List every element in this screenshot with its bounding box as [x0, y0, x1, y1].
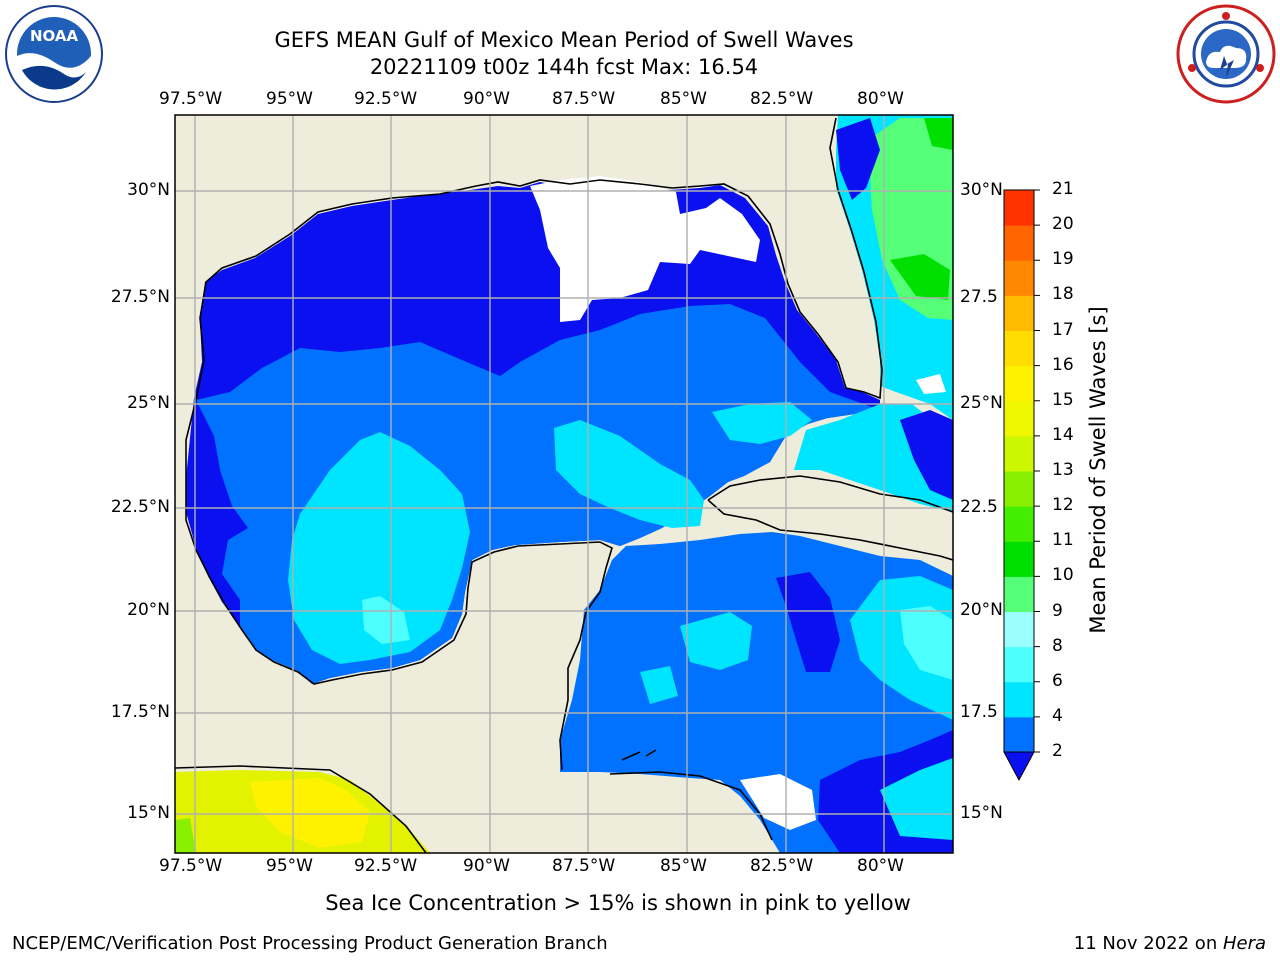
colorbar-tick-label: 9	[1052, 600, 1063, 621]
colorbar-tick-label: 8	[1052, 635, 1063, 656]
graticule	[175, 115, 953, 853]
lat-tick-left: 22.5°N	[110, 497, 170, 517]
colorbar-tick-label: 18	[1052, 284, 1074, 305]
map-frame	[174, 114, 954, 854]
lat-tick-right: 17.5	[960, 702, 998, 722]
lat-tick-right: 25°N	[960, 393, 1003, 413]
colorbar-tick-label: 2	[1052, 741, 1063, 761]
lon-tick-top: 90°W	[463, 89, 510, 109]
lon-tick-top: 82.5°W	[750, 89, 814, 109]
machine-name: Hera	[1222, 933, 1266, 954]
lon-tick-top: 92.5°W	[354, 89, 418, 109]
colorbar-tick-label: 6	[1052, 670, 1063, 691]
colorbar-tick-label: 12	[1052, 495, 1074, 516]
colorbar-tick-label: 17	[1052, 319, 1074, 340]
sea-ice-note-text: Sea Ice Concentration > 15% is shown in …	[325, 891, 911, 915]
lat-tick-right: 22.5	[960, 497, 998, 517]
colorbar-segment	[1004, 541, 1034, 577]
colorbar-tick-label: 14	[1052, 424, 1074, 445]
lat-tick-left: 17.5°N	[110, 702, 170, 722]
colorbar-segment	[1004, 435, 1034, 472]
lat-tick-right: 27.5	[960, 287, 998, 307]
lon-tick-top: 80°W	[857, 89, 904, 109]
date-text: 11 Nov 2022 on Hera	[1074, 933, 1266, 954]
chart-subtitle: 20221109 t00z 144h fcst Max: 16.54	[369, 55, 759, 79]
lon-tick-bottom: 95°W	[266, 856, 313, 876]
lat-tick-left: 27.5°N	[110, 287, 170, 307]
colorbar-tick-label: 15	[1052, 389, 1074, 410]
colorbar	[1003, 189, 1040, 782]
sea-ice-note: Sea Ice Concentration > 15% is shown in …	[0, 891, 1280, 915]
lat-tick-left: 15°N	[127, 803, 170, 823]
lon-tick-top: 97.5°W	[159, 89, 223, 109]
colorbar-tick-label: 16	[1052, 354, 1074, 375]
colorbar-segment	[1004, 190, 1034, 226]
lon-tick-bottom: 92.5°W	[354, 856, 418, 876]
lat-tick-right: 30°N	[960, 180, 1003, 200]
colorbar-segment	[1004, 576, 1034, 612]
colorbar-segment	[1004, 716, 1034, 753]
colorbar-segment	[1004, 506, 1034, 542]
colorbar-label: Mean Period of Swell Waves [s]	[1086, 306, 1110, 634]
lat-tick-left: 20°N	[127, 600, 170, 620]
colorbar-segment	[1004, 471, 1034, 507]
lon-tick-top: 87.5°W	[552, 89, 616, 109]
colorbar-segment	[1004, 260, 1034, 296]
lon-tick-bottom: 90°W	[463, 856, 510, 876]
date-label: 11 Nov 2022 on	[1073, 933, 1223, 954]
colorbar-tick-label: 19	[1052, 249, 1074, 270]
colorbar-segment	[1004, 295, 1034, 331]
lon-tick-top: 95°W	[266, 89, 313, 109]
colorbar-segment	[1004, 400, 1034, 437]
colorbar-tick-label: 21	[1052, 179, 1074, 199]
coastlines	[175, 117, 953, 853]
lon-tick-bottom: 82.5°W	[750, 856, 814, 876]
colorbar-segment	[1004, 330, 1034, 367]
colorbar-segment	[1004, 365, 1034, 402]
colorbar-tick-label: 13	[1052, 460, 1074, 480]
chart-title: GEFS MEAN Gulf of Mexico Mean Period of …	[274, 28, 854, 52]
lat-tick-left: 25°N	[127, 393, 170, 413]
colorbar-extend-arrow	[1003, 751, 1035, 782]
credit-text: NCEP/EMC/Verification Post Processing Pr…	[12, 933, 608, 954]
gulf-swell-high	[288, 432, 470, 664]
lat-tick-right: 15°N	[960, 803, 1003, 823]
lat-tick-right: 20°N	[960, 600, 1003, 620]
colorbar-segment	[1004, 681, 1034, 718]
colorbar-tick-label: 11	[1052, 530, 1074, 551]
lat-tick-left: 30°N	[127, 180, 170, 200]
lon-tick-bottom: 97.5°W	[159, 856, 223, 876]
lon-tick-bottom: 80°W	[857, 856, 904, 876]
colorbar-tick-label: 10	[1052, 565, 1074, 586]
colorbar-segment	[1004, 611, 1034, 648]
lon-tick-bottom: 87.5°W	[552, 856, 616, 876]
nws-logo	[1176, 4, 1276, 104]
lon-tick-top: 85°W	[660, 89, 707, 109]
colorbar-tick-label: 4	[1052, 705, 1063, 726]
colorbar-segment	[1004, 646, 1034, 683]
noaa-logo-text: NOAA	[30, 27, 79, 45]
colorbar-segment	[1004, 225, 1034, 261]
lon-tick-bottom: 85°W	[660, 856, 707, 876]
colorbar-tick-label: 20	[1052, 214, 1074, 235]
noaa-logo: NOAA	[5, 5, 103, 103]
